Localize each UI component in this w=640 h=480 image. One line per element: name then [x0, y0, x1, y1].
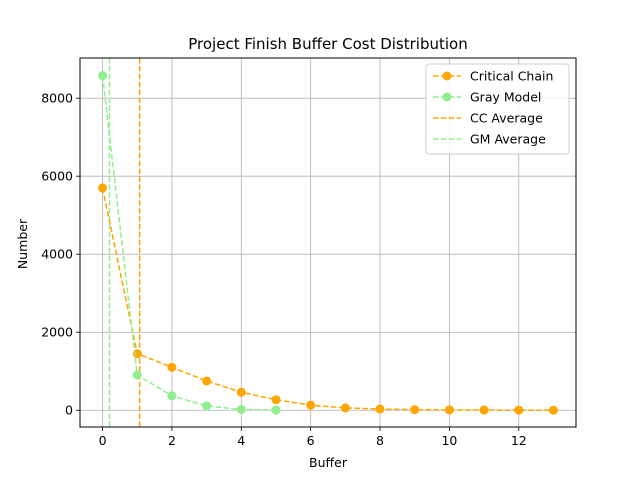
- data-point: [202, 401, 212, 411]
- x-tick-label: 10: [441, 433, 457, 448]
- data-point: [375, 404, 385, 414]
- legend-entry: GM Average: [433, 132, 546, 147]
- legend-entry: Critical Chain: [433, 69, 553, 84]
- data-point: [132, 370, 142, 380]
- grid: [80, 58, 576, 427]
- data-point: [340, 403, 350, 413]
- data-point: [236, 404, 246, 414]
- legend-entry: CC Average: [433, 111, 543, 126]
- ticks: 0 2 4 6 8 10 12 0 2000 4000 6000 8000: [41, 91, 527, 448]
- data-point: [306, 400, 316, 410]
- data-point: [98, 71, 108, 81]
- data-point: [444, 405, 454, 415]
- legend-marker: [442, 92, 452, 102]
- legend: Critical Chain Gray Model CC Average GM Ave…: [425, 63, 570, 155]
- data-point: [167, 362, 177, 372]
- average-lines: [108, 58, 141, 427]
- y-tick-label: 4000: [41, 247, 73, 262]
- data-point: [271, 405, 281, 415]
- legend-box: [425, 63, 570, 155]
- legend-entry: Gray Model: [433, 90, 541, 105]
- data-point: [410, 405, 420, 415]
- chart-title: Project Finish Buffer Cost Distribution: [188, 35, 467, 53]
- y-tick-label: 8000: [41, 91, 73, 106]
- legend-label: GM Average: [470, 132, 546, 147]
- data-point: [514, 405, 524, 415]
- y-tick-label: 2000: [41, 325, 73, 340]
- data-point: [98, 183, 108, 193]
- x-tick-label: 0: [99, 433, 107, 448]
- y-tick-label: 0: [65, 403, 73, 418]
- series-line: [101, 187, 554, 411]
- x-tick-label: 8: [376, 433, 384, 448]
- data-point: [271, 395, 281, 405]
- y-tick-label: 6000: [41, 169, 73, 184]
- series: [98, 183, 558, 415]
- x-tick-label: 12: [511, 433, 527, 448]
- legend-label: CC Average: [470, 111, 543, 126]
- x-axis-label: Buffer: [309, 455, 348, 470]
- data-point: [236, 387, 246, 397]
- series: [98, 71, 281, 415]
- data-point: [167, 391, 177, 401]
- x-tick-label: 2: [168, 433, 176, 448]
- y-axis-label: Number: [15, 218, 30, 269]
- series-line: [101, 75, 276, 411]
- data-point: [479, 405, 489, 415]
- x-tick-label: 6: [307, 433, 315, 448]
- legend-label: Critical Chain: [470, 69, 553, 84]
- x-tick-label: 4: [237, 433, 245, 448]
- data-point: [548, 405, 558, 415]
- plot-frame: [79, 57, 577, 428]
- data-point: [202, 376, 212, 386]
- legend-marker: [442, 71, 452, 81]
- legend-label: Gray Model: [470, 90, 541, 105]
- series-layer: [98, 71, 558, 415]
